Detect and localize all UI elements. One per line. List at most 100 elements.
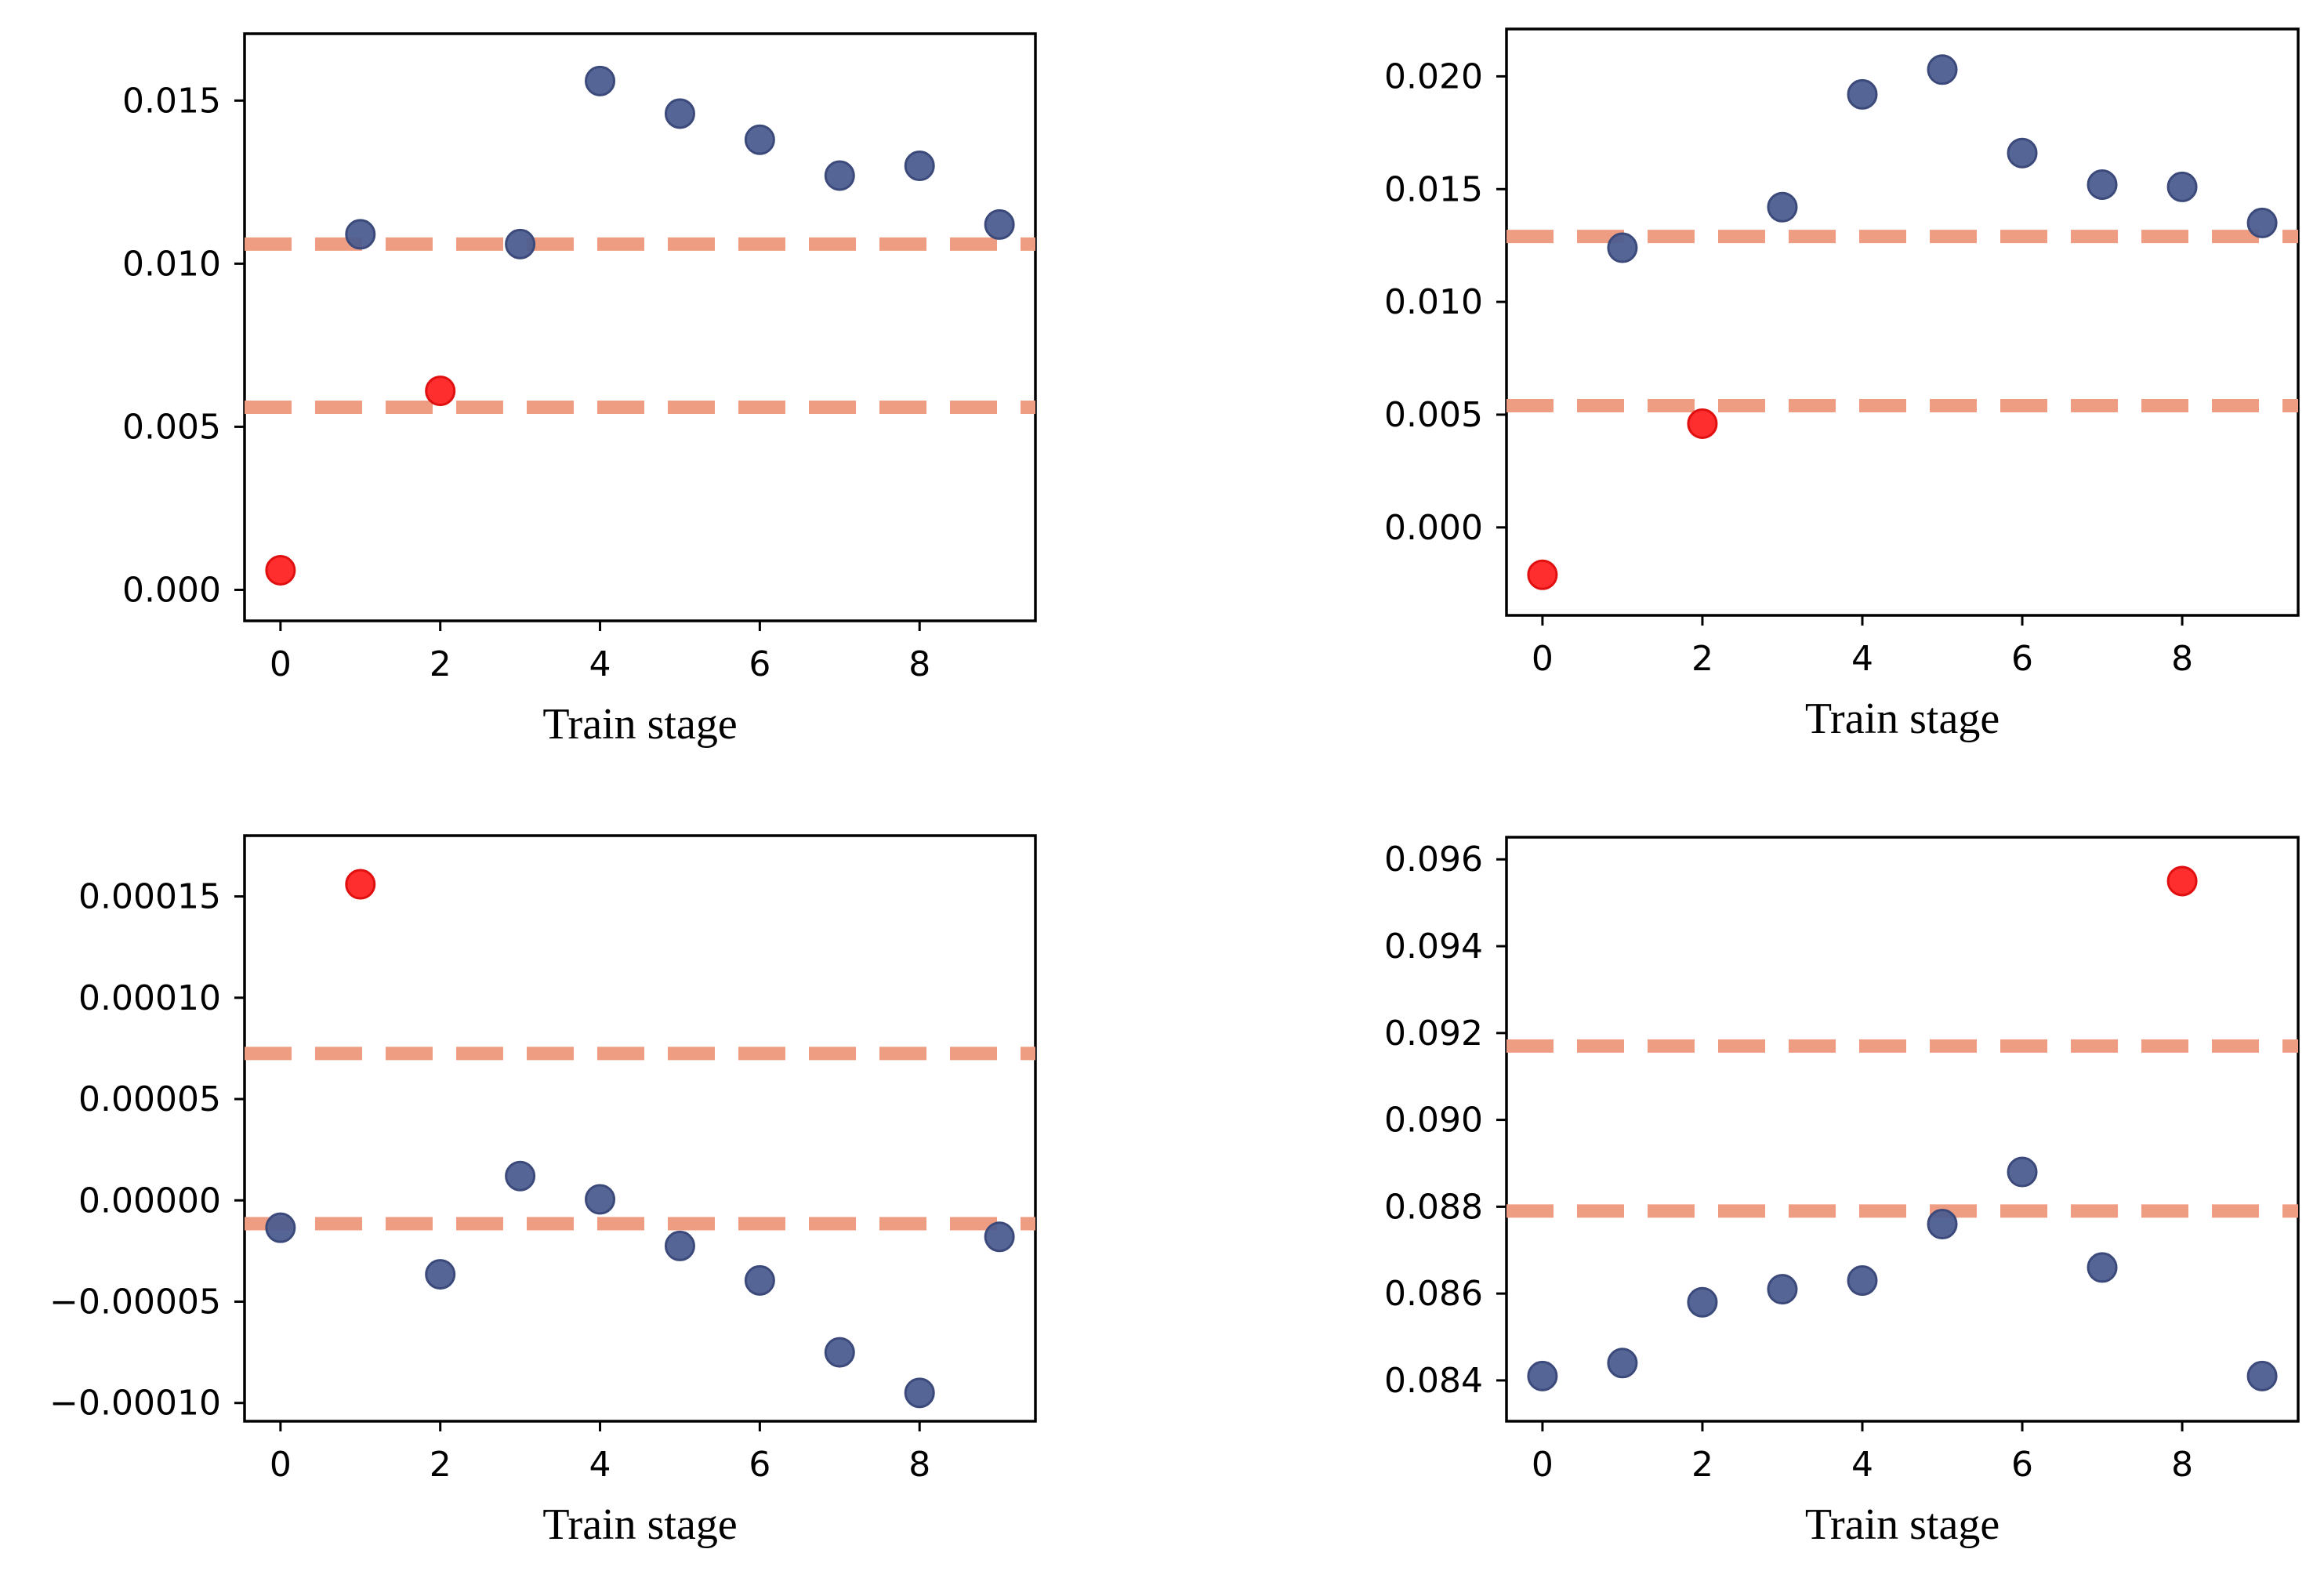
y-tick-label: 0.092	[1384, 1014, 1483, 1054]
plot-frame	[243, 834, 1037, 1423]
outlier-point	[2166, 865, 2198, 897]
data-point	[505, 228, 536, 259]
y-tick-label: 0.096	[1384, 840, 1483, 880]
x-tick-label: 4	[589, 1445, 611, 1485]
x-tick-label: 6	[749, 644, 770, 684]
reference-lines	[245, 1047, 1035, 1231]
x-tick-label: 2	[430, 644, 451, 684]
x-tick-label: 0	[270, 1445, 292, 1485]
x-tick-label: 4	[1851, 1445, 1873, 1485]
y-tick-label: 0.000	[122, 570, 221, 610]
data-points	[265, 869, 1015, 1409]
y-tick-label: 0.088	[1384, 1187, 1483, 1227]
data-point	[1847, 1265, 1878, 1297]
data-point	[904, 151, 935, 182]
x-tick-label: 0	[1532, 1445, 1554, 1485]
y-tick-label: 0.00015	[78, 877, 221, 917]
data-point	[824, 1337, 855, 1368]
reference-lines	[1506, 1039, 2298, 1218]
data-point	[1847, 78, 1878, 110]
data-points	[1527, 865, 2278, 1391]
y-tick-label: 0.005	[122, 407, 221, 447]
outlier-point	[425, 375, 456, 407]
data-point	[2246, 1360, 2278, 1391]
data-point	[1927, 54, 1958, 85]
data-point	[984, 1221, 1015, 1253]
outlier-point	[1687, 408, 1718, 439]
x-axis-ticks: 0 2 4 6 8	[270, 1421, 930, 1485]
x-axis-label: Train stage	[1805, 1500, 2000, 1549]
x-tick-label: 2	[1691, 1445, 1713, 1485]
outlier-point	[1527, 559, 1558, 590]
y-tick-label: 0.084	[1384, 1361, 1483, 1401]
x-axis-label: Train stage	[542, 1500, 737, 1549]
data-point	[265, 1212, 296, 1243]
x-tick-label: 6	[749, 1445, 770, 1485]
x-tick-label: 6	[2011, 639, 2033, 679]
y-tick-label: 0.00005	[78, 1079, 221, 1119]
data-point	[824, 160, 855, 191]
y-axis-ticks: 0.084 0.086 0.088 0.090 0.092 0.094 0.096	[1384, 840, 1506, 1401]
data-point	[1927, 1209, 1958, 1240]
data-point	[425, 1259, 456, 1290]
x-axis-label: Train stage	[1805, 695, 2000, 743]
x-tick-label: 6	[2011, 1445, 2033, 1485]
x-tick-label: 2	[1691, 639, 1713, 679]
data-point	[1607, 1348, 1638, 1379]
reference-lines	[1506, 230, 2298, 412]
x-tick-label: 4	[1851, 639, 1873, 679]
x-axis-ticks: 0 2 4 6 8	[1532, 1421, 2193, 1485]
y-tick-label: 0.005	[1384, 395, 1483, 435]
data-point	[2246, 207, 2278, 238]
data-point	[2007, 137, 2038, 169]
y-tick-label: 0.020	[1384, 56, 1483, 96]
data-point	[664, 1230, 695, 1261]
data-point	[2087, 1252, 2118, 1283]
data-point	[1687, 1286, 1718, 1318]
x-tick-label: 8	[2171, 1445, 2193, 1485]
y-axis-ticks: 0.000 0.005 0.010 0.015 0.020	[1384, 56, 1506, 548]
panel-top-left: 0 2 4 6 8 0.000 0.005 0.010 0.015 Train stage	[122, 32, 1037, 749]
y-tick-label: 0.010	[1384, 282, 1483, 322]
x-axis-ticks: 0 2 4 6 8	[1532, 615, 2193, 679]
data-point	[664, 98, 695, 129]
y-tick-label: 0.00000	[78, 1181, 221, 1221]
x-tick-label: 8	[908, 644, 930, 684]
data-point	[2087, 169, 2118, 201]
plot-frame	[1505, 836, 2300, 1423]
data-point	[744, 124, 775, 155]
y-tick-label: 0.015	[1384, 169, 1483, 209]
reference-lines	[245, 237, 1035, 414]
x-tick-label: 2	[430, 1445, 451, 1485]
y-axis-ticks: −0.00010 −0.00005 0.00000 0.00005 0.00010 0.0…	[49, 877, 245, 1424]
y-tick-label: 0.00010	[78, 978, 221, 1018]
data-point	[2166, 171, 2198, 202]
data-point	[1767, 191, 1798, 223]
data-point	[984, 209, 1015, 240]
x-tick-label: 4	[589, 644, 611, 684]
data-point	[1527, 1360, 1558, 1391]
data-point	[585, 1184, 616, 1215]
outlier-point	[265, 555, 296, 586]
plot-frame	[243, 32, 1037, 622]
data-point	[1767, 1274, 1798, 1305]
outlier-point	[345, 869, 376, 900]
data-point	[345, 219, 376, 250]
panel-bottom-right: 0 2 4 6 8 0.084 0.086 0.088 0.090 0.092 0.094 0.09…	[1384, 836, 2300, 1549]
y-tick-label: 0.015	[122, 81, 221, 121]
data-point	[744, 1264, 775, 1296]
x-tick-label: 8	[908, 1445, 930, 1485]
y-tick-label: 0.086	[1384, 1274, 1483, 1314]
y-tick-label: 0.010	[122, 244, 221, 284]
y-tick-label: 0.000	[1384, 508, 1483, 548]
x-tick-label: 8	[2171, 639, 2193, 679]
data-points	[1527, 54, 2278, 590]
y-tick-label: −0.00010	[49, 1384, 221, 1424]
x-axis-label: Train stage	[542, 700, 737, 749]
y-tick-label: 0.090	[1384, 1101, 1483, 1141]
panel-top-right: 0 2 4 6 8 0.000 0.005 0.010 0.015 0.020 Train st…	[1384, 27, 2300, 743]
x-tick-label: 0	[270, 644, 292, 684]
panel-bottom-left: 0 2 4 6 8 −0.00010 −0.00005 0.00000 0.00005 0.00…	[49, 834, 1037, 1549]
data-points	[265, 65, 1015, 586]
